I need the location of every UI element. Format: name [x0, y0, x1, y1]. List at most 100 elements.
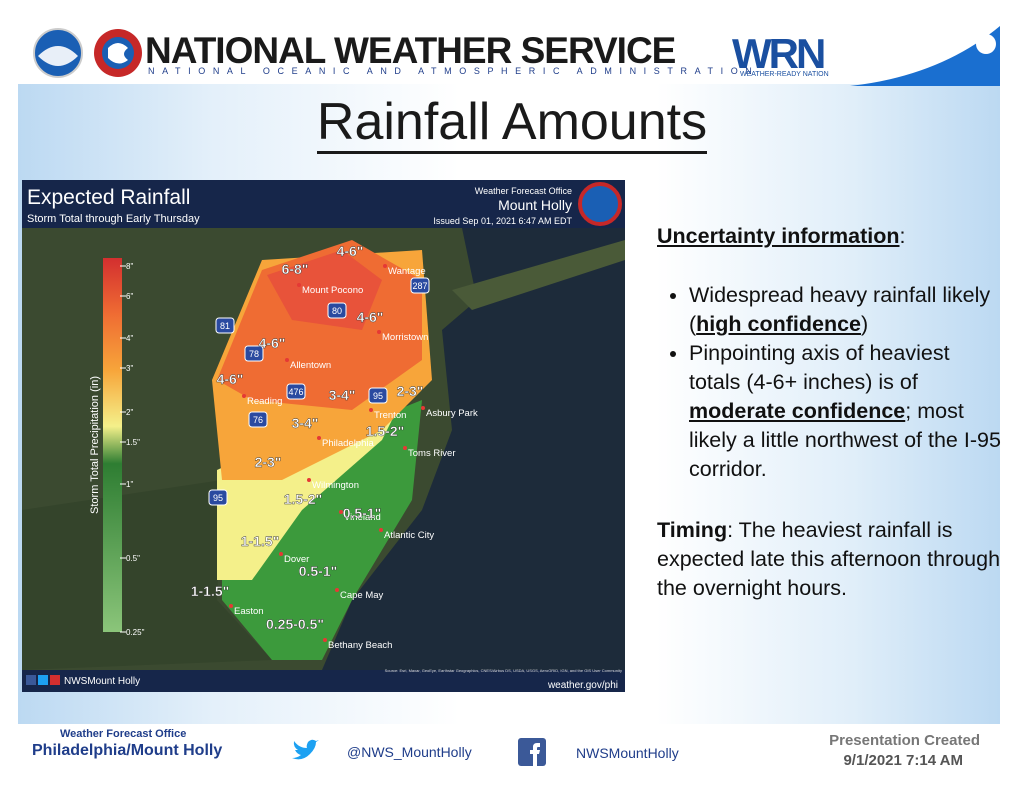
footer-office-label: Weather Forecast Office — [60, 728, 187, 740]
rainfall-amount: 3-4" — [292, 415, 319, 431]
rainfall-amount: 0.25-0.5" — [266, 616, 324, 632]
text-panel: Uncertainty information: Widespread heav… — [657, 222, 1002, 603]
place-dot — [229, 604, 233, 608]
rainfall-amount: 4-6" — [357, 309, 384, 325]
twitter-icon — [292, 739, 319, 760]
text: : The heaviest rainfall is expected late… — [657, 518, 1001, 600]
rainfall-amount: 4-6" — [337, 243, 364, 259]
place-label: Vineland — [344, 512, 381, 523]
place-label: Trenton — [374, 410, 406, 421]
rainfall-amount: 6-8" — [282, 261, 309, 277]
office-label: Weather Forecast Office — [475, 186, 572, 196]
place-dot — [297, 283, 301, 287]
highway-shield — [244, 345, 264, 362]
facebook-icon — [518, 738, 546, 766]
highway-label: 95 — [213, 493, 223, 503]
bullet: Pinpointing axis of heaviest totals (4-6… — [689, 339, 1002, 484]
legend-label: 0.5" — [126, 554, 140, 563]
place-label: Easton — [234, 606, 264, 617]
highway-label: 95 — [373, 391, 383, 401]
rainfall-amount: 2-3" — [397, 383, 424, 399]
rainfall-amount: 3-4" — [329, 387, 356, 403]
highway-shield — [368, 387, 388, 404]
org-name: NATIONAL WEATHER SERVICE — [145, 30, 676, 71]
heading-colon: : — [899, 224, 906, 248]
map-footer-left: NWSMount Holly — [64, 676, 140, 687]
highway-shield — [286, 383, 306, 400]
rainfall-amount: 4-6" — [217, 371, 244, 387]
legend-label: 8" — [126, 262, 133, 271]
text: Widespread heavy rainfall likely ( — [689, 283, 991, 336]
emphasis: moderate confidence — [689, 399, 906, 423]
place-label: Toms River — [408, 448, 456, 459]
rainfall-map: Expected Rainfall Storm Total through Ea… — [22, 180, 625, 692]
rainfall-amount: 1.5-2" — [284, 491, 323, 507]
place-dot — [339, 510, 343, 514]
place-dot — [242, 394, 246, 398]
text: ; most likely a little northwest of the … — [689, 399, 1001, 481]
twitter-handle: @NWS_MountHolly — [347, 744, 472, 760]
legend-label: 1.5" — [126, 438, 140, 447]
place-dot — [369, 408, 373, 412]
highway-label: 78 — [249, 349, 259, 359]
highway-shield — [248, 411, 268, 428]
rainfall-amount: 1-1.5" — [241, 533, 280, 549]
text: Pinpointing axis of heaviest totals (4-6… — [689, 341, 950, 394]
map-title: Expected Rainfall — [27, 186, 190, 209]
highway-shield — [410, 277, 430, 294]
logos — [33, 28, 142, 78]
place-label: Asbury Park — [426, 408, 478, 419]
heading-text: Uncertainty information — [657, 224, 900, 248]
map-subtitle: Storm Total through Early Thursday — [27, 213, 200, 225]
legend-label: 4" — [126, 334, 133, 343]
highway-label: 476 — [288, 387, 303, 397]
highway-label: 80 — [332, 306, 342, 316]
swoosh — [850, 26, 1000, 86]
highway-label: 287 — [412, 281, 427, 291]
place-label: Atlantic City — [384, 530, 434, 541]
bullet: Widespread heavy rainfall likely (high c… — [689, 281, 1002, 339]
legend-label: 3" — [126, 364, 133, 373]
created-label: Presentation Created — [829, 732, 980, 749]
legend-label: 6" — [126, 292, 133, 301]
place-label: Wantage — [388, 266, 426, 277]
legend-label: 2" — [126, 408, 133, 417]
rainfall-amount: 1.5-2" — [366, 423, 405, 439]
office: Mount Holly — [498, 197, 572, 213]
highway-shield — [208, 489, 228, 506]
facebook-handle: NWSMountHolly — [576, 745, 679, 761]
place-dot — [279, 552, 283, 556]
place-dot — [323, 638, 327, 642]
timing-label: Timing — [657, 518, 728, 542]
place-label: Reading — [247, 396, 282, 407]
place-dot — [307, 478, 311, 482]
place-label: Philadelphia — [322, 438, 374, 449]
slide-title: Rainfall Amounts — [0, 92, 1024, 154]
rainfall-amount: 1-1.5" — [191, 583, 230, 599]
place-label: Wilmington — [312, 480, 359, 491]
place-dot — [383, 264, 387, 268]
org-subtitle: NATIONAL OCEANIC AND ATMOSPHERIC ADMINIS… — [148, 66, 760, 76]
wrn-logo: WRN — [732, 30, 826, 77]
text: ) — [861, 312, 869, 336]
created-date: 9/1/2021 7:14 AM — [843, 752, 963, 769]
place-label: Allentown — [290, 360, 331, 371]
place-dot — [403, 446, 407, 450]
issued: Issued Sep 01, 2021 6:47 AM EDT — [433, 216, 572, 226]
place-label: Mount Pocono — [302, 285, 363, 296]
place-dot — [335, 588, 339, 592]
map-source: Source: Esri, Maxar, GeoEye, Earthstar G… — [385, 668, 622, 673]
rainfall-amount: 0.5-1" — [299, 563, 338, 579]
map-footer-right: weather.gov/phi — [547, 680, 618, 691]
place-label: Morristown — [382, 332, 428, 343]
rainfall-amount: 2-3" — [255, 454, 282, 470]
legend-label: 1" — [126, 480, 133, 489]
wrn-subtitle: WEATHER-READY NATION — [740, 71, 829, 78]
legend-title: Storm Total Precipitation (in) — [89, 376, 101, 514]
place-dot — [379, 528, 383, 532]
highway-shield — [327, 302, 347, 319]
emphasis: high confidence — [696, 312, 862, 336]
title-text: Rainfall Amounts — [316, 93, 708, 154]
place-label: Bethany Beach — [328, 640, 392, 651]
